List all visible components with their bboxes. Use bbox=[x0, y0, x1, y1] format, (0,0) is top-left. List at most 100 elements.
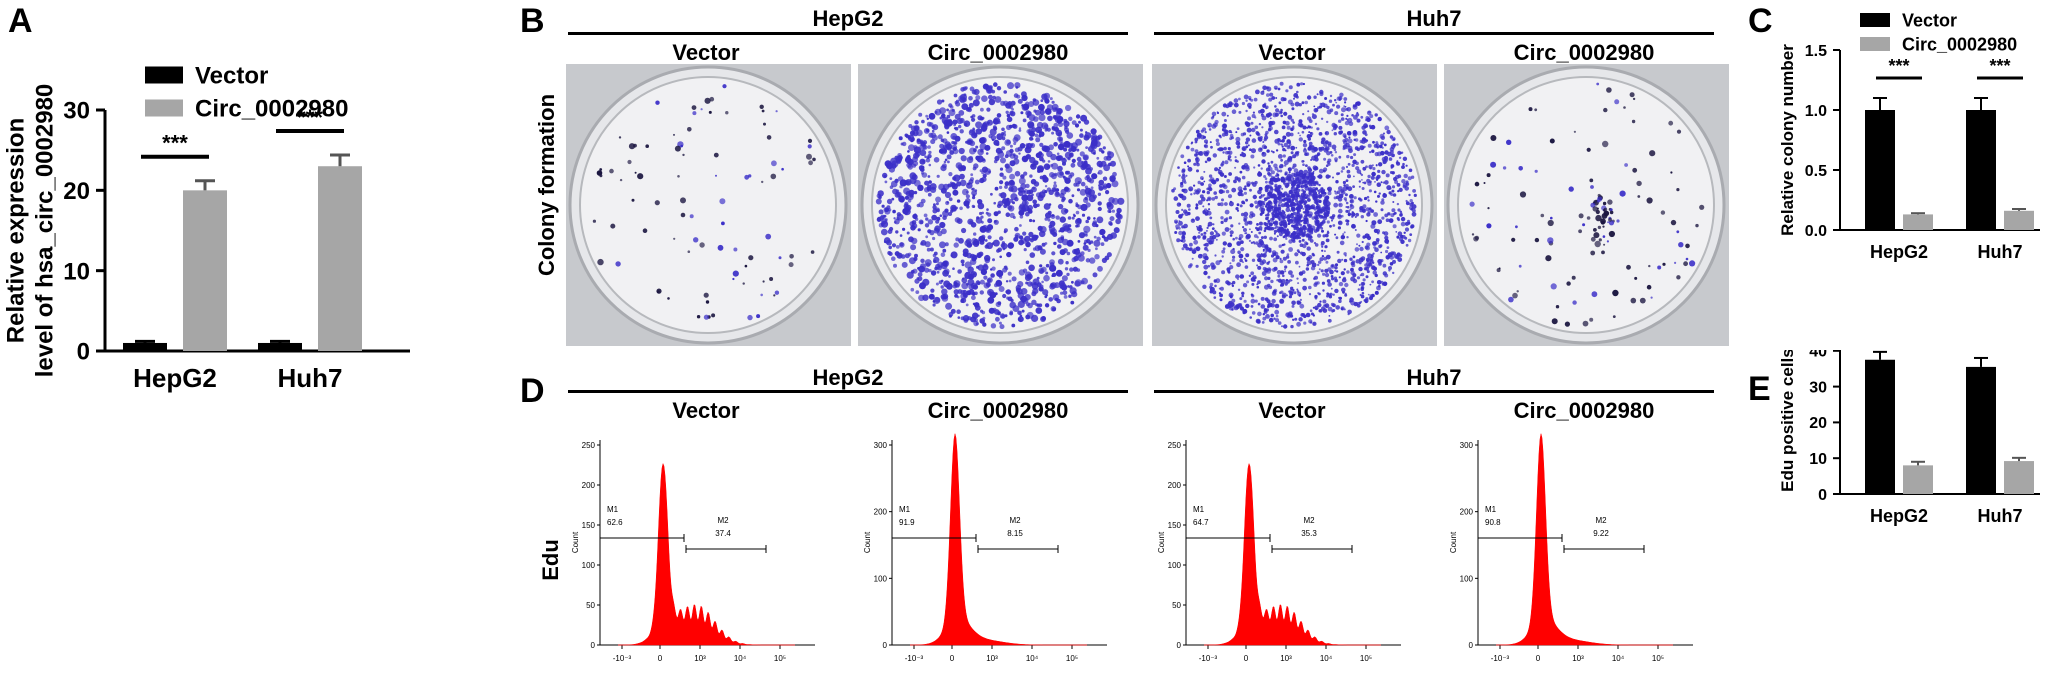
y-axis-label-line: level of hsa_circ_0002980 bbox=[31, 84, 58, 378]
bar-circ bbox=[2004, 210, 2034, 230]
gate-m2-label: M2 bbox=[1303, 516, 1315, 525]
y-tick-label: 0 bbox=[77, 339, 90, 366]
x-tick-label: HepG2 bbox=[1870, 242, 1928, 262]
y-axis-label: Count bbox=[1449, 531, 1458, 553]
group-bar-hepg2 bbox=[568, 32, 1128, 35]
group-label-hepg2: HepG2 bbox=[812, 365, 884, 390]
x-tick-label: Huh7 bbox=[1978, 242, 2023, 262]
bar-vector bbox=[1966, 110, 1996, 230]
bar-circ bbox=[1903, 465, 1933, 494]
x-tick-label: Huh7 bbox=[278, 363, 343, 393]
colony-dots bbox=[875, 82, 1125, 330]
bar-vector bbox=[1966, 366, 1996, 494]
colony-dots bbox=[592, 84, 816, 321]
x-tick-label: 10⁴ bbox=[1320, 654, 1333, 663]
y-tick-label: 100 bbox=[582, 561, 596, 570]
gate-m1-value: 62.6 bbox=[607, 518, 623, 527]
y-tick-label: 30 bbox=[1809, 379, 1827, 396]
y-tick-label: 10 bbox=[63, 258, 90, 285]
panel-letter-b: B bbox=[520, 2, 545, 40]
y-tick-label: 100 bbox=[1168, 561, 1182, 570]
x-tick-label: 0 bbox=[1536, 654, 1541, 663]
panel-letter-e: E bbox=[1748, 370, 1771, 408]
significance-label: *** bbox=[1989, 56, 2010, 76]
condition-label: Circ_0002980 bbox=[927, 40, 1069, 65]
group-label-huh7: Huh7 bbox=[1406, 6, 1462, 31]
panel-letter-a: A bbox=[8, 2, 33, 40]
x-tick-label: 10³ bbox=[1572, 654, 1584, 663]
x-tick-label: 10⁵ bbox=[1652, 654, 1664, 663]
group-bar-huh7 bbox=[1154, 32, 1714, 35]
legend-entry: Vector bbox=[195, 63, 268, 90]
x-tick-label: 0 bbox=[658, 654, 663, 663]
panel-letter-d: D bbox=[520, 372, 545, 410]
dish-well bbox=[1457, 76, 1715, 334]
y-tick-label: 20 bbox=[1809, 415, 1827, 432]
y-tick-label: 40 bbox=[1809, 350, 1827, 361]
condition-label: Vector bbox=[672, 40, 740, 65]
colony-plate bbox=[566, 64, 851, 346]
y-tick-label: 0 bbox=[1818, 487, 1827, 504]
y-tick-label: 150 bbox=[1168, 521, 1182, 530]
flow-histogram: 0 50 100 150 200 250 Count -10⁻³ 0 10³ 10⁴ 10⁵ M1 64.… bbox=[1157, 440, 1401, 663]
group-label-huh7: Huh7 bbox=[1406, 365, 1462, 390]
colony-plate bbox=[858, 64, 1143, 346]
legend-entry: Circ_0002980 bbox=[195, 96, 348, 123]
bar-circ bbox=[2004, 461, 2034, 494]
gate-m2-label: M2 bbox=[1595, 516, 1607, 525]
y-tick-label: 1.5 bbox=[1805, 43, 1827, 60]
colony-plate bbox=[1444, 64, 1729, 346]
significance-label: *** bbox=[1888, 56, 1909, 76]
gate-m1-label: M1 bbox=[607, 505, 619, 514]
condition-label: Circ_0002980 bbox=[927, 398, 1069, 423]
y-tick-label: 50 bbox=[1172, 601, 1181, 610]
y-tick-label: 250 bbox=[582, 441, 596, 450]
gate-m1-value: 64.7 bbox=[1193, 518, 1209, 527]
y-tick-label: 0 bbox=[591, 641, 596, 650]
y-tick-label: 100 bbox=[1460, 574, 1474, 583]
x-tick-label: -10⁻³ bbox=[613, 654, 632, 663]
y-tick-label: 0.5 bbox=[1805, 163, 1827, 180]
y-axis-label-line: Relative expression bbox=[3, 118, 30, 343]
gate-m2-label: M2 bbox=[717, 516, 729, 525]
gate-m2-value: 35.3 bbox=[1301, 529, 1317, 538]
bar-chart-c: 0.0 0.5 1.0 1.5 Relative colony number *** Hep… bbox=[1778, 10, 2040, 262]
y-tick-label: 250 bbox=[1168, 441, 1182, 450]
x-tick-label: -10⁻³ bbox=[1491, 654, 1510, 663]
y-tick-label: 10 bbox=[1809, 451, 1827, 468]
significance-label: *** bbox=[162, 131, 188, 156]
x-tick-label: 10⁴ bbox=[1612, 654, 1625, 663]
gate-m2-value: 9.22 bbox=[1593, 529, 1609, 538]
condition-label: Circ_0002980 bbox=[1513, 398, 1655, 423]
y-tick-label: 100 bbox=[874, 574, 888, 583]
legend-swatch bbox=[145, 66, 183, 84]
histogram-fill bbox=[1204, 462, 1381, 646]
y-tick-label: 300 bbox=[874, 441, 888, 450]
significance-label: *** bbox=[297, 105, 323, 130]
colony-plate bbox=[1152, 64, 1437, 346]
y-tick-label: 150 bbox=[582, 521, 596, 530]
gate-m2-value: 37.4 bbox=[715, 529, 731, 538]
dish-well bbox=[579, 76, 837, 334]
gate-m1-label: M1 bbox=[1485, 505, 1497, 514]
y-tick-label: 50 bbox=[586, 601, 595, 610]
flow-histogram: 0 100 200 300 Count -10⁻³ 0 10³ 10⁴ 10⁵ M1 90.8 M2 9.… bbox=[1449, 433, 1693, 663]
colony-dots bbox=[1171, 81, 1417, 329]
bar-vector bbox=[258, 342, 302, 351]
y-tick-label: 0 bbox=[883, 641, 888, 650]
y-tick-label: 0 bbox=[1177, 641, 1182, 650]
legend-entry: Circ_0002980 bbox=[1902, 34, 2017, 54]
y-axis-label: Edu positive cells (%) bbox=[1778, 350, 1797, 492]
y-axis-label: Count bbox=[863, 531, 872, 553]
gate-m1-label: M1 bbox=[1193, 505, 1205, 514]
flow-histogram: 0 50 100 150 200 250 Count -10⁻³ 0 10³ 10⁴ 10⁵ M1 62.… bbox=[571, 440, 815, 663]
flow-histogram: 0 100 200 300 Count -10⁻³ 0 10³ 10⁴ 10⁵ M1 91.9 M2 8.… bbox=[863, 433, 1107, 663]
y-tick-label: 20 bbox=[63, 178, 90, 205]
y-axis-label: Count bbox=[1157, 531, 1166, 553]
condition-label: Vector bbox=[1258, 40, 1326, 65]
bar-vector bbox=[1865, 359, 1895, 494]
x-tick-label: -10⁻³ bbox=[905, 654, 924, 663]
legend-swatch bbox=[1860, 37, 1890, 51]
y-axis-label: Relative colony number bbox=[1778, 44, 1797, 236]
x-tick-label: 10³ bbox=[694, 654, 706, 663]
